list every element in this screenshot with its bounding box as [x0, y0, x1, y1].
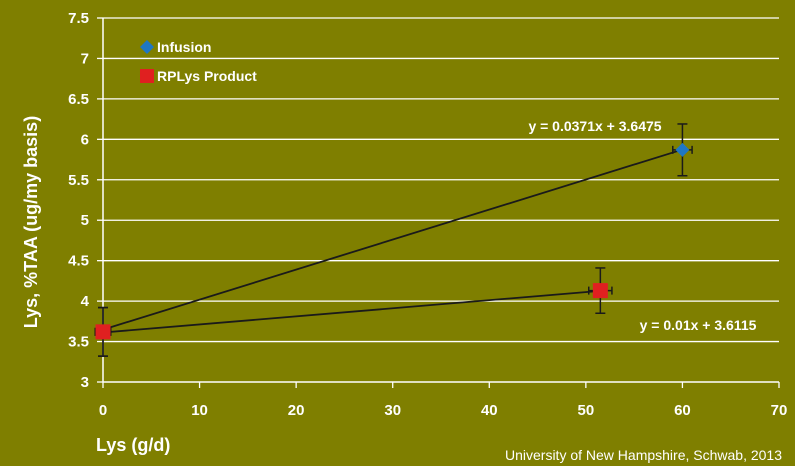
y-tick-label-0: 3 — [81, 374, 89, 391]
credit-text: University of New Hampshire, Schwab, 201… — [505, 447, 782, 463]
y-tick-label-4: 5 — [81, 212, 89, 229]
grid-lines — [103, 17, 779, 343]
y-tick-label-7: 6.5 — [68, 91, 89, 108]
marker-rplys-1 — [592, 283, 608, 299]
x-tick-label-6: 60 — [674, 402, 691, 419]
marker-rplys-0 — [95, 324, 111, 340]
trendline-0 — [102, 148, 683, 331]
legend-marker-infusion — [140, 40, 154, 54]
data-markers — [95, 142, 690, 340]
x-tick-label-3: 30 — [384, 402, 401, 419]
trendlines — [102, 148, 683, 334]
legend-marker-rplys — [140, 69, 154, 83]
legend-label-rplys: RPLys Product — [157, 68, 257, 84]
legend: Infusion RPLys Product — [140, 39, 257, 84]
x-tick-label-7: 70 — [771, 402, 788, 419]
y-tick-label-1: 3.5 — [68, 334, 89, 351]
y-tick-label-2: 4 — [81, 293, 90, 310]
trendline-equations: y = 0.0371x + 3.6475 y = 0.01x + 3.6115 — [528, 118, 756, 333]
y-tick-label-3: 4.5 — [68, 253, 89, 270]
y-tick-label-9: 7.5 — [68, 10, 89, 27]
y-tick-label-8: 7 — [81, 50, 89, 67]
equation-rplys: y = 0.01x + 3.6115 — [640, 317, 757, 333]
y-tick-label-6: 6 — [81, 131, 89, 148]
y-tick-label-5: 5.5 — [68, 172, 89, 189]
marker-infusion-1 — [675, 142, 690, 157]
equation-infusion: y = 0.0371x + 3.6475 — [528, 118, 661, 134]
x-tick-label-1: 10 — [191, 402, 208, 419]
y-axis-title: Lys, %TAA (ug/my basis) — [21, 116, 41, 328]
trendline-1 — [102, 289, 601, 334]
x-axis-title: Lys (g/d) — [96, 435, 170, 455]
x-tick-label-0: 0 — [99, 402, 107, 419]
x-tick-label-4: 40 — [481, 402, 498, 419]
x-tick-label-5: 50 — [578, 402, 595, 419]
tick-labels: 3 3.5 4 4.5 5 5.5 6 6.5 7 7.5 0 10 20 30 40 50 60 70 — [68, 10, 787, 419]
legend-label-infusion: Infusion — [157, 39, 211, 55]
x-tick-label-2: 20 — [288, 402, 305, 419]
